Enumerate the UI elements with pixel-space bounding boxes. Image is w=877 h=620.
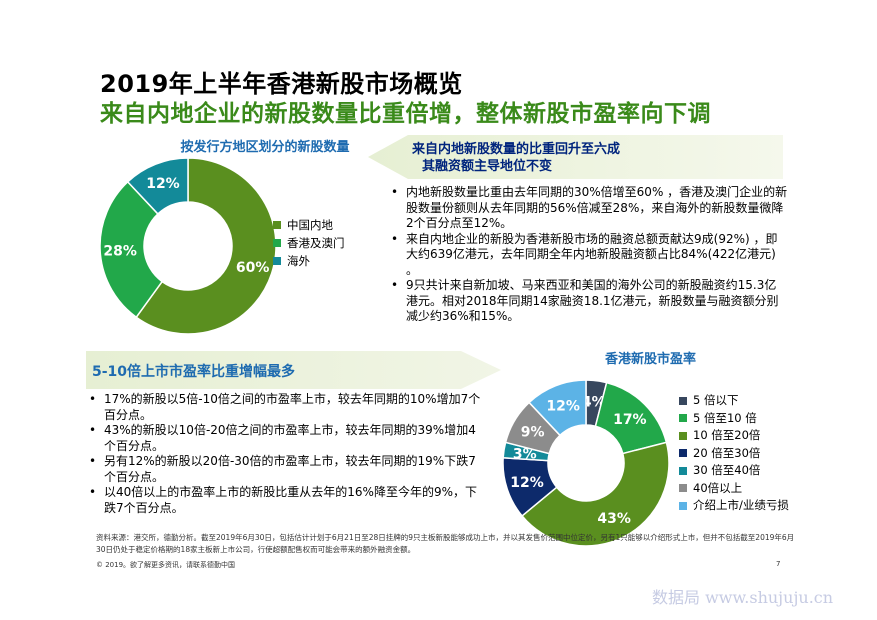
footnote: 资料来源：港交所，德勤分析。截至2019年6月30日，包括估计计划于6月21日至…: [96, 533, 795, 554]
chart2-title: 香港新股市盈率: [605, 352, 697, 367]
region-legend-item: 中国内地: [273, 216, 345, 234]
chart1-title: 按发行方地区划分的新股数量: [180, 140, 350, 155]
pe-label-3: 12%: [510, 475, 544, 491]
bullet-item: 43%的新股以10倍-20倍之间的市盈率上市，较去年同期的39%增加4个百分点。: [86, 423, 486, 454]
region-slice-2: [126, 157, 189, 215]
pe-legend-item: 20 倍至30倍: [679, 445, 789, 463]
pe-legend-item: 介绍上市/业绩亏损: [679, 497, 789, 515]
pe-label-1: 17%: [613, 412, 647, 428]
page-subtitle: 来自内地企业的新股数量比重倍增，整体新股市盈率向下调: [100, 101, 711, 127]
pe-legend-item: 10 倍至20倍: [679, 427, 789, 445]
pe-legend-label: 10 倍至20倍: [693, 428, 761, 442]
bullet-item: 内地新股数量比重由去年同期的30%倍增至60% ，香港及澳门企业的新股数量份额则…: [388, 185, 788, 232]
pe-label-6: 12%: [546, 398, 580, 414]
pe-legend-label: 20 倍至30倍: [693, 445, 761, 460]
pe-label-5: 9%: [521, 424, 545, 440]
pe-legend-swatch: [679, 396, 687, 405]
pe-legend-swatch: [679, 466, 687, 475]
copyright: © 2019。欲了解更多资讯，请联系德勤中国: [96, 561, 236, 569]
pe-legend-label: 介绍上市/业绩亏损: [693, 498, 789, 512]
region-legend-item: 海外: [273, 252, 345, 270]
region-legend-swatch: [273, 239, 281, 247]
bullet-item: 17%的新股以5倍-10倍之间的市盈率上市，较去年同期的10%增加7个百分点。: [86, 392, 486, 423]
pe-legend-item: 40倍以上: [679, 480, 789, 498]
pe-legend-label: 5 倍至10 倍: [693, 410, 757, 425]
pe-slice-1: [594, 381, 668, 455]
chart2-legend: 5 倍以下 5 倍至10 倍 10 倍至20倍 20 倍至30倍 30 倍至40倍 40倍…: [679, 392, 789, 515]
banner1-line1: 来自内地新股数量的比重回升至六成: [412, 142, 621, 157]
banner1-line2: 其融资额主导地位不变: [422, 159, 553, 174]
region-label-0: 60%: [236, 260, 270, 276]
pe-legend-label: 30 倍至40倍: [693, 463, 761, 477]
pe-label-2: 43%: [597, 511, 631, 527]
banner2-text: 5-10倍上市市盈率比重增幅最多: [92, 364, 296, 380]
region-legend-swatch: [273, 221, 281, 229]
banner-mainland: 来自内地新股数量的比重回升至六成 其融资额主导地位不变: [368, 135, 783, 179]
page-number: 7: [776, 560, 781, 568]
mainland-bullets: 内地新股数量比重由去年同期的30%倍增至60% ，香港及澳门企业的新股数量份额则…: [388, 185, 788, 325]
pe-slice-0: [585, 379, 608, 428]
region-legend-item: 香港及澳门: [273, 234, 345, 252]
bullet-item: 9只共计来自新加坡、马来西亚和美国的海外公司的新股融资约15.3亿港元。相对20…: [388, 278, 788, 325]
region-label-2: 12%: [146, 176, 180, 192]
region-legend-label: 香港及澳门: [287, 236, 345, 250]
region-slice-0: [135, 157, 277, 335]
pe-legend-swatch: [679, 484, 687, 493]
page-title: 2019年上半年香港新股市场概览: [100, 70, 463, 98]
pe-bullets: 17%的新股以5倍-10倍之间的市盈率上市，较去年同期的10%增加7个百分点。 …: [86, 392, 486, 516]
region-legend-label: 海外: [287, 254, 310, 268]
pe-slice-4: [502, 441, 551, 462]
pe-label-4: 3%: [513, 446, 537, 462]
pe-slice-2: [520, 441, 670, 547]
region-legend-swatch: [273, 257, 281, 265]
pe-legend-swatch: [679, 414, 687, 423]
bullet-item: 以40倍以上的市盈率上市的新股比重从去年的16%降至今年的9%，下跌7个百分点。: [86, 485, 486, 516]
pe-slice-6: [528, 379, 587, 437]
bullet-item: 来自内地企业的新股为香港新股市场的融资总额贡献达9成(92%) ，即大约639亿…: [388, 232, 788, 279]
pe-label-0: 4%: [582, 394, 606, 410]
pe-legend-swatch: [679, 431, 687, 440]
pe-legend-label: 5 倍以下: [693, 393, 739, 407]
pe-legend-item: 5 倍至10 倍: [679, 410, 789, 428]
banner-pe: 5-10倍上市市盈率比重增幅最多: [86, 351, 501, 389]
pe-slice-5: [504, 401, 562, 455]
region-legend-label: 中国内地: [287, 218, 333, 232]
pe-legend-item: 30 倍至40倍: [679, 462, 789, 480]
region-label-1: 28%: [103, 243, 137, 259]
chart1-legend: 中国内地香港及澳门海外: [273, 216, 345, 270]
pe-legend-label: 40倍以上: [693, 480, 743, 495]
watermark: 数据局 www.shujuju.cn: [652, 588, 834, 607]
pe-legend-item: 5 倍以下: [679, 392, 789, 410]
pe-legend-swatch: [679, 501, 687, 510]
pe-slice-3: [502, 456, 558, 517]
pe-legend-swatch: [679, 449, 687, 458]
bullet-item: 另有12%的新股以20倍-30倍的市盈率上市，较去年同期的19%下跌7个百分点。: [86, 454, 486, 485]
region-slice-1: [99, 180, 164, 319]
